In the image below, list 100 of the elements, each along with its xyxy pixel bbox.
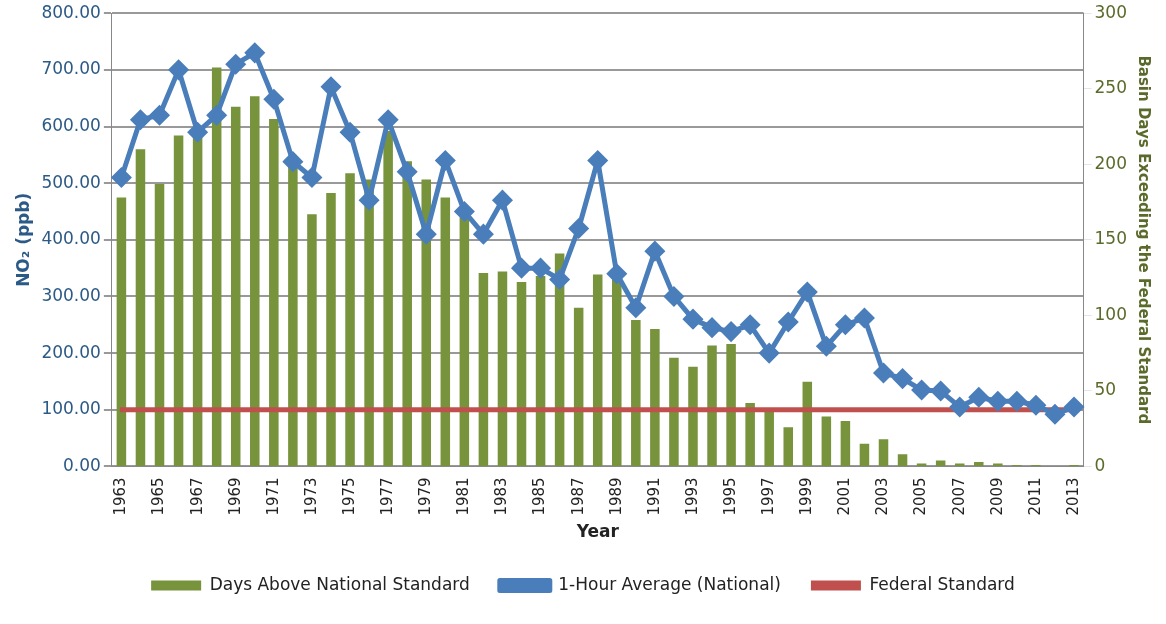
point [626, 298, 646, 318]
y2-tick-label: 100 [1094, 303, 1128, 324]
x-tick-label: 1965 [149, 477, 168, 516]
bar [783, 427, 793, 466]
x-tick-label: 1979 [416, 477, 435, 516]
bar [650, 328, 660, 466]
bar [993, 463, 1003, 466]
bar [592, 274, 603, 466]
point [645, 241, 665, 261]
point [397, 162, 417, 182]
y2-tick-label: 0 [1094, 454, 1106, 475]
point [893, 369, 913, 389]
bar [878, 439, 889, 466]
bar [707, 345, 717, 466]
bar [440, 197, 451, 466]
point [778, 312, 798, 332]
bar [688, 366, 698, 466]
point [740, 315, 760, 335]
point [550, 269, 570, 289]
bar [726, 344, 736, 466]
point [759, 343, 779, 363]
point [492, 190, 512, 210]
y-tick-label: 800.00 [41, 1, 101, 22]
bar [154, 183, 165, 466]
point [283, 152, 303, 172]
bar [954, 463, 965, 466]
x-tick-label: 1973 [301, 477, 320, 516]
y-axis-title: NO₂ (ppb) [12, 192, 33, 287]
y-tick-label: 0.00 [63, 454, 101, 475]
point [1064, 397, 1084, 417]
point [302, 167, 322, 187]
x-tick-label: 1977 [378, 477, 397, 516]
bar [821, 416, 832, 466]
point [664, 286, 684, 306]
bar [631, 319, 641, 466]
point [473, 224, 493, 244]
bar [535, 276, 546, 466]
point [569, 218, 589, 238]
point [950, 397, 970, 417]
y-tick-label: 300.00 [41, 284, 101, 305]
y2-tick-label: 50 [1094, 379, 1117, 400]
point [969, 387, 989, 407]
y2-axis-title: Basin Days Exceeding the Federal Standard [1135, 55, 1154, 425]
x-tick-label: 1995 [720, 477, 739, 516]
legend-label: Federal Standard [869, 573, 1015, 594]
x-tick-label: 1969 [225, 477, 244, 516]
point [454, 201, 474, 221]
point [588, 151, 608, 170]
bar [173, 135, 184, 466]
y2-tick-label: 250 [1094, 77, 1128, 98]
x-tick-label: 2013 [1063, 477, 1082, 516]
bar [230, 106, 241, 466]
bar [840, 421, 851, 466]
bar [612, 279, 622, 466]
bar [478, 273, 489, 466]
point [359, 190, 379, 210]
point [607, 264, 627, 284]
x-tick-label: 1993 [682, 477, 701, 516]
point [721, 322, 741, 342]
x-tick-label: 1963 [111, 477, 130, 516]
y-tick-label: 500.00 [41, 171, 101, 192]
bar [402, 161, 412, 466]
point [226, 54, 246, 74]
x-tick-label: 1967 [187, 477, 206, 516]
point [340, 122, 360, 142]
bar [116, 197, 127, 466]
point [531, 258, 551, 278]
x-tick-label: 1985 [530, 477, 549, 516]
bar [307, 214, 317, 466]
point [1045, 404, 1065, 424]
point [378, 110, 398, 130]
x-tick-label: 1989 [606, 477, 625, 516]
y-tick-label: 100.00 [41, 398, 101, 419]
bar [497, 271, 508, 466]
bar [383, 131, 393, 466]
bar [269, 118, 279, 466]
bar [974, 461, 984, 466]
bar [459, 217, 470, 466]
x-tick-label: 1987 [568, 477, 587, 516]
legend-label: Days Above National Standard [209, 573, 470, 594]
point [435, 151, 455, 170]
x-tick-label: 2009 [987, 477, 1006, 516]
x-tick-label: 2007 [949, 477, 968, 516]
bar [669, 357, 679, 466]
x-tick-label: 2001 [835, 477, 854, 516]
x-tick-label: 1975 [339, 477, 358, 516]
bar [421, 179, 432, 466]
point [416, 224, 436, 244]
bar [897, 454, 908, 466]
point [1007, 391, 1027, 411]
legend-label: 1-Hour Average (National) [558, 573, 781, 594]
bar [250, 96, 260, 466]
y-tick-label: 400.00 [41, 228, 101, 249]
point [912, 380, 932, 400]
bar [764, 410, 774, 466]
bar [326, 192, 336, 466]
y-tick-label: 200.00 [41, 341, 101, 362]
point [169, 60, 189, 80]
bar [935, 460, 946, 466]
y2-tick-label: 150 [1094, 228, 1128, 249]
